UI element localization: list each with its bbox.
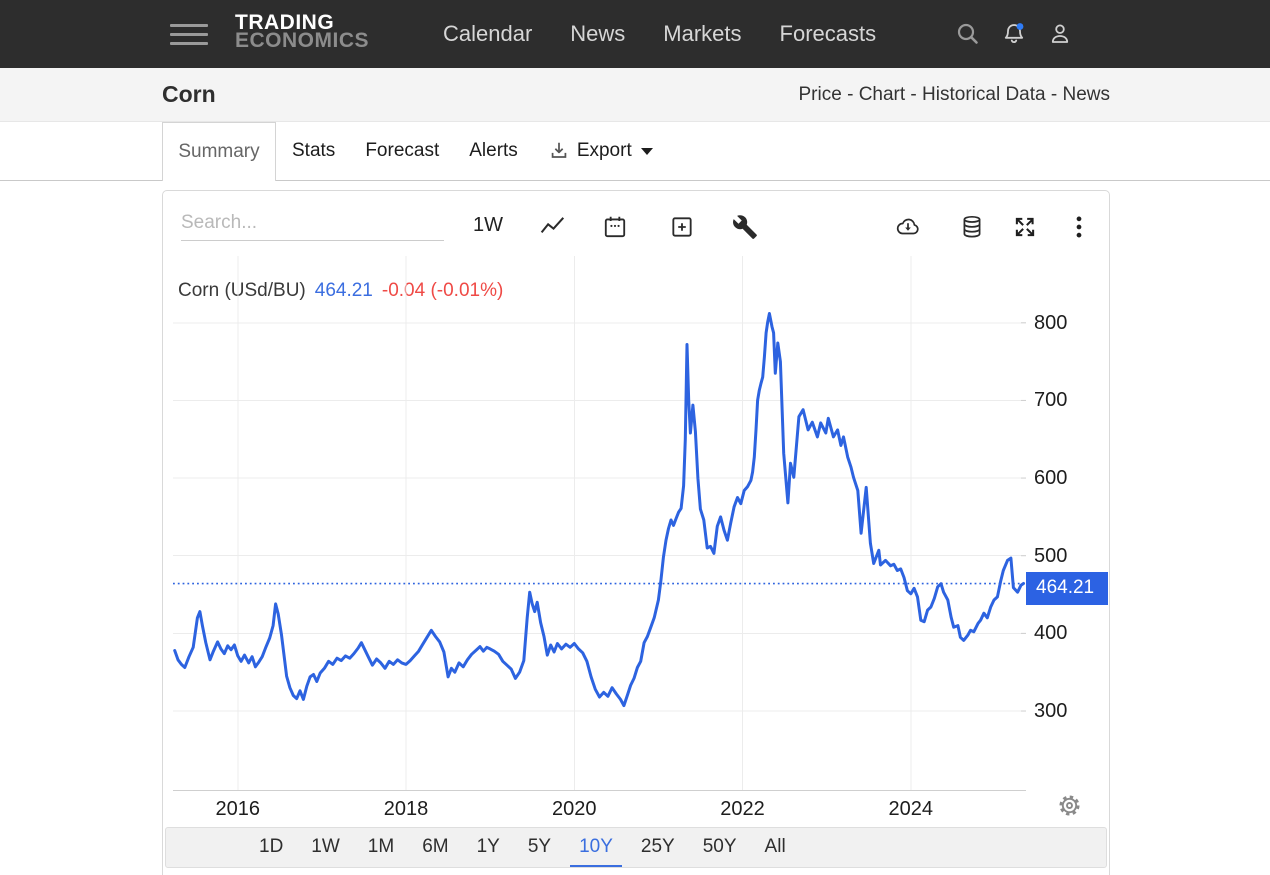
export-menu[interactable]: Export	[548, 140, 653, 162]
link-historical-data[interactable]: Historical Data	[922, 84, 1046, 105]
x-tick-label: 2020	[552, 798, 597, 820]
breadcrumb-links: Price - Chart - Historical Data - News	[799, 84, 1111, 106]
chart-type-line-icon[interactable]	[540, 214, 566, 240]
y-tick-label: 400	[1034, 622, 1068, 645]
main-nav: Calendar News Markets Forecasts	[443, 0, 876, 68]
instrument-header: Corn Price - Chart - Historical Data - N…	[0, 68, 1270, 122]
page-title: Corn	[162, 81, 216, 107]
x-tick-label: 2024	[888, 798, 934, 820]
tabs-underline	[0, 180, 1270, 181]
y-tick-label: 300	[1034, 700, 1068, 723]
more-options-kebab-icon[interactable]	[1066, 214, 1092, 240]
link-chart[interactable]: Chart	[858, 84, 906, 105]
range-1m[interactable]: 1M	[367, 835, 395, 857]
price-chart-svg[interactable]	[173, 256, 1026, 791]
legend-last-price: 464.21	[314, 280, 373, 301]
link-news[interactable]: News	[1062, 84, 1110, 105]
download-icon	[551, 142, 567, 158]
notifications-bell-icon[interactable]	[1001, 21, 1027, 47]
link-separator: -	[841, 84, 859, 105]
interval-selector[interactable]: 1W	[473, 214, 503, 236]
nav-icon-group	[955, 0, 1073, 68]
tab-stats[interactable]: Stats	[292, 140, 336, 161]
link-separator: -	[905, 84, 923, 105]
tab-alerts[interactable]: Alerts	[469, 140, 518, 161]
range-1d[interactable]: 1D	[259, 835, 284, 857]
nav-item-forecasts[interactable]: Forecasts	[779, 21, 877, 46]
indicators-wrench-icon[interactable]	[732, 214, 758, 240]
range-50y[interactable]: 50Y	[702, 835, 737, 857]
export-label: Export	[576, 140, 632, 161]
y-tick-label: 600	[1034, 467, 1068, 490]
link-price[interactable]: Price	[798, 84, 842, 105]
search-icon[interactable]	[955, 21, 981, 47]
data-source-database-icon[interactable]	[959, 214, 985, 240]
search-input[interactable]	[181, 205, 444, 241]
range-selector: 1D 1W 1M 6M 1Y 5Y 10Y 25Y 50Y All	[165, 827, 1107, 868]
cloud-download-icon[interactable]	[895, 214, 921, 240]
y-tick-label: 700	[1034, 389, 1068, 412]
legend-change: -0.04 (-0.01%)	[381, 280, 504, 301]
user-account-icon[interactable]	[1047, 21, 1073, 47]
link-separator: -	[1045, 84, 1063, 105]
date-range-calendar-icon[interactable]	[602, 214, 628, 240]
y-tick-label: 800	[1034, 311, 1068, 334]
tabs-rest: Stats Forecast Alerts Export	[292, 122, 653, 180]
trading-economics-logo[interactable]: TRADING ECONOMICS	[235, 11, 370, 52]
chart-panel: 1W	[162, 190, 1110, 875]
logo-line1: TRADING	[235, 11, 335, 34]
top-navbar: TRADING ECONOMICS Calendar News Markets …	[0, 0, 1270, 68]
tabs-row: Summary Stats Forecast Alerts Export	[0, 122, 1270, 181]
chart-legend: Corn (USd/BU) 464.21 -0.04 (-0.01%)	[178, 280, 503, 302]
nav-item-markets[interactable]: Markets	[663, 21, 742, 46]
nav-item-calendar[interactable]: Calendar	[443, 21, 533, 46]
tab-forecast[interactable]: Forecast	[365, 140, 440, 161]
logo-line2: ECONOMICS	[235, 29, 370, 52]
x-tick-label: 2018	[383, 798, 429, 820]
x-tick-label: 2016	[215, 798, 261, 820]
x-tick-label: 2022	[720, 798, 765, 820]
hamburger-menu-icon[interactable]	[170, 24, 208, 46]
tab-summary[interactable]: Summary	[162, 122, 276, 181]
range-10y[interactable]: 10Y	[570, 828, 622, 867]
range-1w[interactable]: 1W	[311, 835, 340, 857]
range-all[interactable]: All	[764, 835, 786, 857]
fullscreen-expand-icon[interactable]	[1012, 214, 1038, 240]
chevron-down-icon	[640, 147, 653, 155]
compare-add-icon[interactable]	[669, 214, 695, 240]
legend-series-title: Corn (USd/BU)	[178, 280, 306, 301]
current-price-badge: 464.21	[1026, 571, 1108, 605]
chart-toolbar: 1W	[163, 199, 1109, 245]
range-1y[interactable]: 1Y	[476, 835, 500, 857]
chart-settings-gear-icon[interactable]	[1056, 792, 1083, 819]
range-5y[interactable]: 5Y	[527, 835, 552, 857]
range-6m[interactable]: 6M	[422, 835, 449, 857]
nav-item-news[interactable]: News	[570, 21, 626, 46]
range-25y[interactable]: 25Y	[640, 835, 675, 857]
y-tick-label: 500	[1034, 544, 1068, 567]
